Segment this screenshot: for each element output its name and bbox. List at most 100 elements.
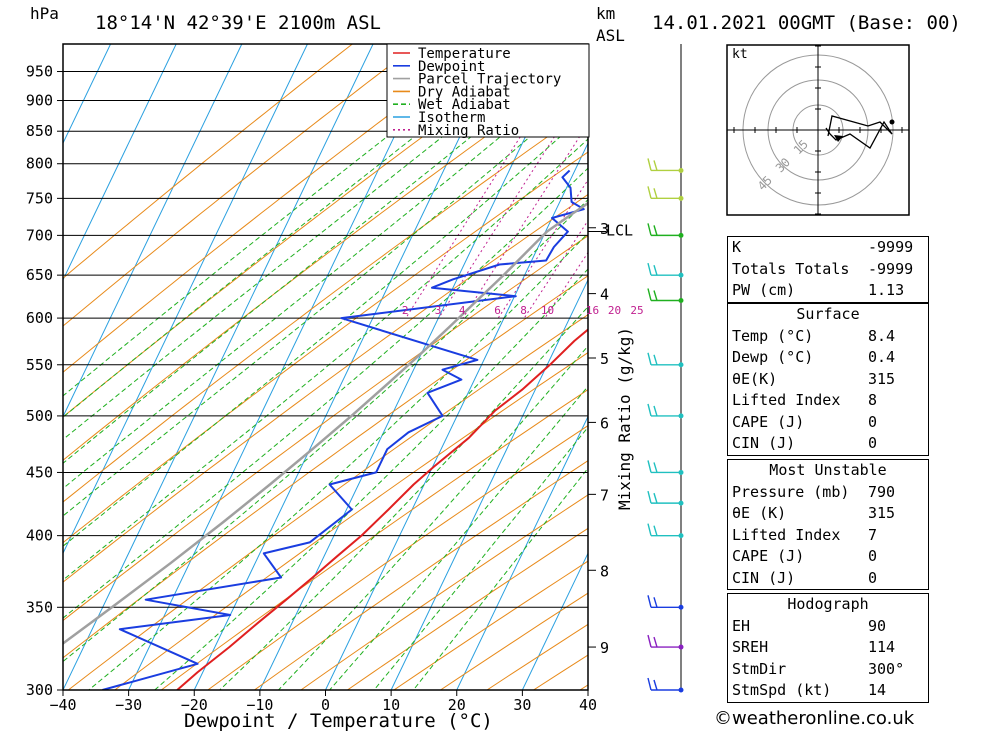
y-tick-label: 600	[26, 309, 53, 327]
plot-frame	[62, 43, 589, 691]
y-tick-label: 650	[26, 266, 53, 284]
most-unstable-title: Most Unstable	[769, 461, 887, 479]
row-label: CAPE (J)	[732, 547, 805, 565]
table-row: Lifted Index 7	[728, 525, 928, 547]
y-tick-label: 900	[26, 92, 53, 110]
y-tick-label: 500	[26, 407, 53, 425]
mixing-ratio-label: 3	[435, 304, 442, 317]
wet-adiabat-line	[63, 61, 588, 490]
hodograph-table-title: Hodograph	[787, 595, 869, 613]
row-value: 790	[868, 482, 896, 501]
mixing-ratio-label: 25	[630, 304, 643, 317]
wind-level-dot	[678, 687, 684, 693]
wind-level-dot	[678, 500, 684, 506]
wind-level-dot	[678, 644, 684, 650]
row-value: 0	[868, 568, 878, 587]
y-tick-label: 850	[26, 122, 53, 140]
wind-barb-flag	[647, 186, 652, 199]
isotherm-line	[325, 141, 588, 690]
dry-adiabat-line	[300, 494, 588, 690]
hodograph-trace	[825, 115, 893, 149]
wet-adiabat-line	[63, 85, 588, 517]
y-tick-label: 750	[26, 189, 53, 207]
dry-adiabat-line	[63, 275, 588, 659]
isotherm-line	[63, 44, 374, 690]
table-row: Temp (°C) 8.4	[728, 326, 928, 348]
row-label: Temp (°C)	[732, 326, 814, 345]
row-label: Lifted Index	[732, 525, 841, 544]
legend-item-label: Mixing Ratio	[418, 123, 519, 139]
row-label: Pressure (mb)	[732, 482, 850, 501]
y-tick-label: 300	[26, 681, 53, 699]
hodograph-top-marker	[889, 119, 895, 125]
height-tick-label: 4	[600, 286, 609, 304]
wind-barb-flag	[653, 636, 658, 648]
dry-adiabat-line	[67, 314, 588, 690]
table-row: CIN (J) 0	[728, 433, 928, 455]
x-tick-label: 20	[448, 696, 466, 714]
pressure-unit-label: hPa	[30, 4, 59, 23]
x-tick-label: −10	[246, 696, 273, 714]
legend-item-label: Dewpoint	[418, 59, 485, 75]
table-row: CAPE (J) 0	[728, 546, 928, 568]
row-label: Dewp (°C)	[732, 348, 814, 366]
dry-adiabat-line	[63, 44, 484, 373]
wind-barb-flag	[647, 595, 652, 608]
surface-table: Surface Temp (°C) 8.4 Dewp (°C) 0.4 θE(K) 315…	[727, 303, 929, 456]
row-label: StmDir	[732, 659, 787, 678]
table-row: CIN (J) 0	[728, 568, 928, 590]
y-tick-label: 800	[26, 155, 53, 173]
wet-adiabat-line	[63, 138, 588, 581]
height-tick-label: 7	[600, 486, 609, 504]
wind-level-dot	[678, 413, 684, 419]
wind-barb-flag	[647, 158, 652, 171]
datetime-title: 14.01.2021 00GMT (Base: 00)	[652, 12, 961, 34]
legend-item-label: Isotherm	[418, 110, 485, 126]
row-value: -9999	[868, 238, 914, 256]
row-value: 14	[868, 681, 887, 699]
row-value: 300°	[868, 659, 905, 678]
dry-adiabat-line	[113, 352, 588, 690]
legend-item-label: Dry Adiabat	[418, 84, 511, 100]
y-tick-label: 350	[26, 598, 53, 616]
row-value: 315	[868, 369, 896, 388]
row-label: CIN (J)	[732, 434, 796, 452]
height-tick-label: 5	[600, 350, 609, 368]
legend-item-label: Temperature	[418, 46, 511, 62]
row-value: 0	[868, 547, 878, 565]
row-label: PW (cm)	[732, 281, 796, 299]
wind-barb-flag	[647, 223, 652, 236]
x-tick-label: 0	[321, 696, 330, 714]
wind-barb-flag	[647, 403, 652, 417]
storm-motion-marker	[834, 135, 843, 142]
wind-barb-flag	[653, 462, 658, 473]
isotherm-line	[521, 552, 588, 690]
row-value: 90	[868, 616, 887, 635]
mixing-ratio-label: 4	[459, 304, 466, 317]
row-value: -9999	[868, 259, 914, 278]
wind-barb-flag	[653, 160, 658, 171]
row-value: 0	[868, 434, 878, 452]
mixing-ratio-label: 6	[494, 304, 501, 317]
row-label: CIN (J)	[732, 568, 796, 587]
hodograph-unit-label: kt	[732, 47, 748, 62]
wind-barb-flag	[647, 460, 652, 473]
wet-adiabat-line	[63, 198, 588, 663]
dry-adiabat-line	[206, 425, 588, 690]
legend-item-label: Wet Adiabat	[418, 97, 511, 113]
x-tick-label: −30	[115, 696, 142, 714]
wind-barb-flag	[653, 188, 658, 199]
wet-adiabat-line	[328, 385, 588, 690]
legend-item-label: Parcel Trajectory	[418, 72, 561, 88]
wind-barb-flag	[653, 597, 658, 608]
mixing-ratio-axis-label: Mixing Ratio (g/kg)	[615, 327, 634, 510]
row-label: CAPE (J)	[732, 412, 805, 431]
dry-adiabat-line	[253, 460, 588, 690]
table-row: θE(K) 315	[728, 369, 928, 391]
dry-adiabat-line	[63, 44, 419, 327]
dry-adiabat-line	[63, 44, 353, 279]
credit-text[interactable]: ©weatheronline.co.uk	[714, 708, 915, 729]
mixing-ratio-label: 20	[608, 304, 621, 317]
table-row: StmDir 300°	[728, 659, 928, 681]
